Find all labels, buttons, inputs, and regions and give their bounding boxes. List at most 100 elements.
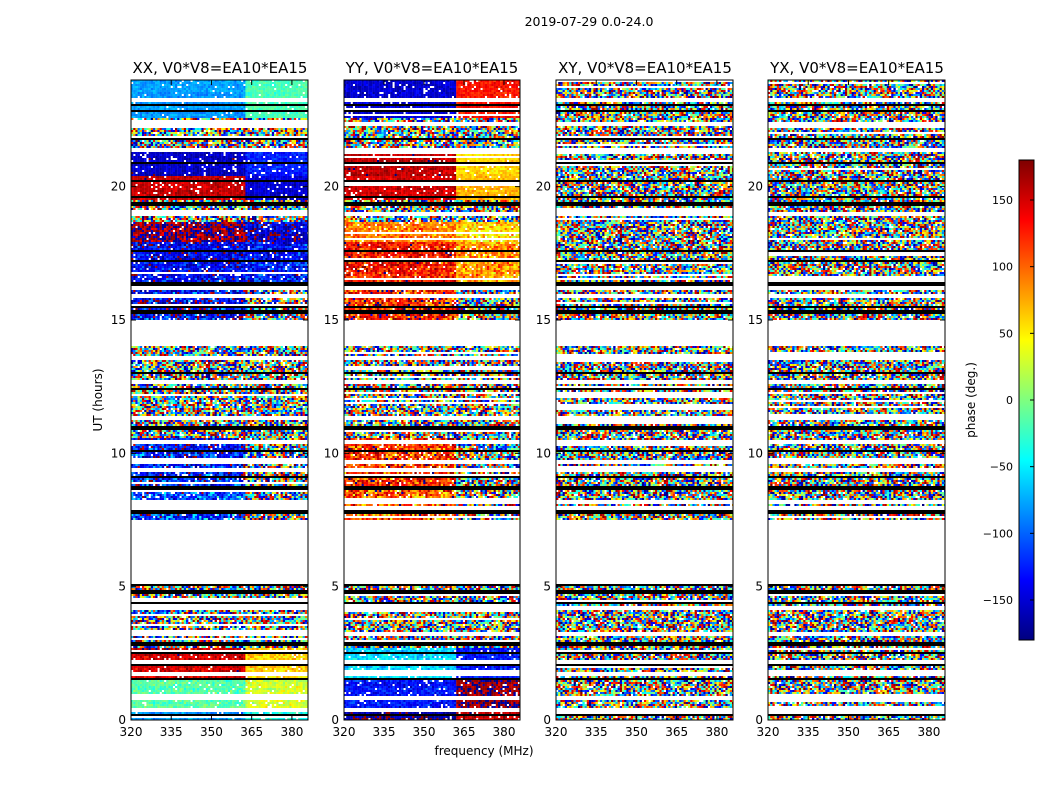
heatmap-cell <box>206 684 208 686</box>
heatmap-cell <box>305 702 307 704</box>
heatmap-cell <box>164 702 166 704</box>
heatmap-cell <box>219 704 221 706</box>
heatmap-cell <box>179 688 181 690</box>
heatmap-cell <box>300 704 302 706</box>
heatmap-cell <box>162 704 164 706</box>
heatmap-cell <box>243 684 245 686</box>
heatmap-cell <box>228 688 230 690</box>
heatmap-cell <box>138 684 140 686</box>
heatmap-cell <box>241 690 243 692</box>
heatmap-cell <box>245 688 247 690</box>
heatmap-cell <box>179 692 181 694</box>
heatmap-cell <box>265 688 267 690</box>
heatmap-cell <box>245 692 247 694</box>
heatmap-cell <box>285 702 287 704</box>
heatmap-cell <box>197 684 199 686</box>
heatmap-cell <box>276 702 278 704</box>
heatmap-cell <box>298 712 300 714</box>
heatmap-cell <box>168 684 170 686</box>
heatmap-cell <box>223 712 225 714</box>
heatmap-cell <box>206 702 208 704</box>
heatmap-cell <box>149 684 151 686</box>
heatmap-cell <box>208 702 210 704</box>
heatmap-cell <box>254 692 256 694</box>
heatmap-cell <box>250 706 252 708</box>
heatmap-cell <box>281 706 283 708</box>
heatmap-cell <box>267 688 269 690</box>
heatmap-cell <box>212 686 214 688</box>
heatmap-cell <box>294 686 296 688</box>
heatmap-cell <box>267 686 269 688</box>
heatmap-cell <box>237 690 239 692</box>
heatmap-cell <box>256 688 258 690</box>
heatmap-cell <box>166 712 168 714</box>
heatmap-cell <box>177 690 179 692</box>
heatmap-cell <box>206 688 208 690</box>
heatmap-cell <box>142 712 144 714</box>
heatmap-cell <box>142 686 144 688</box>
heatmap-cell <box>201 690 203 692</box>
heatmap-cell <box>155 692 157 694</box>
heatmap-cell <box>199 704 201 706</box>
heatmap-cell <box>226 690 228 692</box>
heatmap-cell <box>171 686 173 688</box>
heatmap-cell <box>173 684 175 686</box>
heatmap-cell <box>226 712 228 714</box>
heatmap-cell <box>188 686 190 688</box>
heatmap-cell <box>281 692 283 694</box>
heatmap-cell <box>204 692 206 694</box>
heatmap-cell <box>164 686 166 688</box>
heatmap-cell <box>285 686 287 688</box>
heatmap-cell <box>252 700 254 702</box>
heatmap-cell <box>195 690 197 692</box>
heatmap-cell <box>223 700 225 702</box>
heatmap-cell <box>287 690 289 692</box>
heatmap-cell <box>248 686 250 688</box>
heatmap-cell <box>168 704 170 706</box>
heatmap-cell <box>298 706 300 708</box>
heatmap-cell <box>276 688 278 690</box>
heatmap-cell <box>248 712 250 714</box>
heatmap-cell <box>215 686 217 688</box>
heatmap-cell <box>188 688 190 690</box>
heatmap-cell <box>146 692 148 694</box>
heatmap-cell <box>254 688 256 690</box>
heatmap-cell <box>270 688 272 690</box>
heatmap-cell <box>289 712 291 714</box>
heatmap-cell <box>190 684 192 686</box>
heatmap-cell <box>171 706 173 708</box>
heatmap-cell <box>212 712 214 714</box>
heatmap-cell <box>173 688 175 690</box>
heatmap-cell <box>195 700 197 702</box>
heatmap-cell <box>208 704 210 706</box>
heatmap-cell <box>177 704 179 706</box>
heatmap-cell <box>221 692 223 694</box>
heatmap-cell <box>168 706 170 708</box>
heatmap-cell <box>168 702 170 704</box>
heatmap-cell <box>210 704 212 706</box>
heatmap-cell <box>140 688 142 690</box>
heatmap-cell <box>248 700 250 702</box>
heatmap-cell <box>151 702 153 704</box>
heatmap-cell <box>199 712 201 714</box>
heatmap-cell <box>298 688 300 690</box>
heatmap-cell <box>166 688 168 690</box>
heatmap-cell <box>256 700 258 702</box>
heatmap-cell <box>292 686 294 688</box>
heatmap-cell <box>221 704 223 706</box>
heatmap-cell <box>256 712 258 714</box>
heatmap-cell <box>215 712 217 714</box>
heatmap-cell <box>190 702 192 704</box>
heatmap-cell <box>142 704 144 706</box>
heatmap-cell <box>292 692 294 694</box>
heatmap-cell <box>252 688 254 690</box>
heatmap-cell <box>138 692 140 694</box>
heatmap-cell <box>219 702 221 704</box>
heatmap-cell <box>193 706 195 708</box>
heatmap-cell <box>164 692 166 694</box>
heatmap-cell <box>157 704 159 706</box>
heatmap-cell <box>263 704 265 706</box>
heatmap-cell <box>248 684 250 686</box>
heatmap-cell <box>201 712 203 714</box>
heatmap-cell <box>166 690 168 692</box>
